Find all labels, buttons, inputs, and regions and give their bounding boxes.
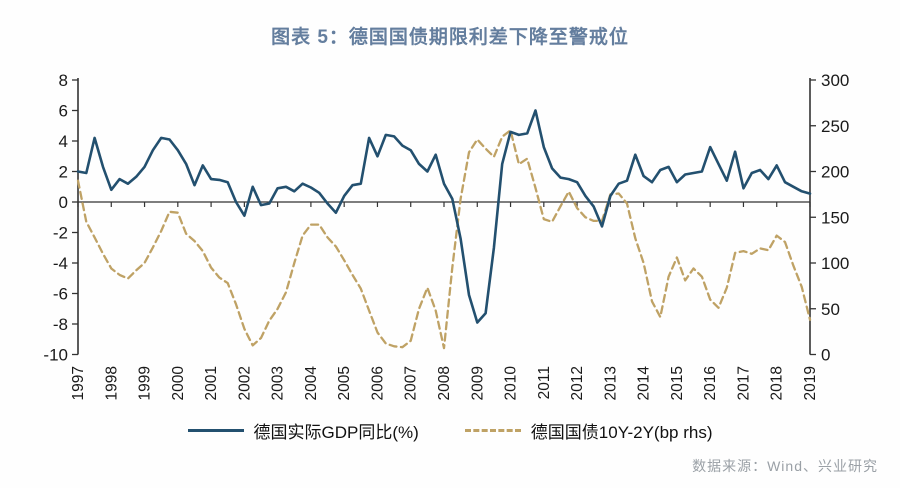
- page-title: 图表 5：德国国债期限利差下降至警戒位: [271, 27, 629, 48]
- svg-text:300: 300: [821, 71, 849, 90]
- svg-text:2019: 2019: [802, 366, 819, 400]
- svg-text:0: 0: [59, 193, 68, 212]
- svg-text:1997: 1997: [70, 366, 87, 400]
- svg-text:2008: 2008: [436, 366, 453, 400]
- svg-text:2012: 2012: [569, 366, 586, 400]
- svg-text:6: 6: [59, 102, 68, 121]
- svg-text:4: 4: [59, 132, 68, 151]
- svg-text:1998: 1998: [103, 366, 120, 400]
- chart-area: 8 6 4 2 0 -2 -4 -6 -8 -10 300 250 200 150 100 50 0 1997 19…: [0, 60, 900, 405]
- spread-series-line: [76, 129, 812, 350]
- svg-text:2014: 2014: [636, 366, 653, 401]
- legend-item-spread: 德国国债10Y-2Y(bp rhs): [464, 418, 713, 443]
- svg-text:0: 0: [821, 346, 830, 365]
- svg-text:2006: 2006: [369, 366, 386, 400]
- svg-text:200: 200: [821, 163, 849, 182]
- data-source-note: 数据来源：Wind、兴业研究: [692, 458, 878, 474]
- legend-label-gdp: 德国实际GDP同比(%): [253, 423, 419, 442]
- svg-text:2016: 2016: [702, 366, 719, 400]
- gdp-series-line: [76, 109, 812, 324]
- svg-text:-10: -10: [43, 346, 68, 365]
- svg-text:2: 2: [59, 163, 68, 182]
- svg-text:2017: 2017: [735, 366, 752, 400]
- svg-text:2002: 2002: [236, 366, 253, 400]
- svg-text:2010: 2010: [503, 366, 520, 401]
- svg-text:2007: 2007: [403, 366, 420, 400]
- legend-item-gdp: 德国实际GDP同比(%): [187, 418, 419, 443]
- svg-text:2005: 2005: [336, 366, 353, 400]
- svg-text:2000: 2000: [170, 366, 187, 401]
- svg-text:100: 100: [821, 254, 849, 273]
- gdp-line-swatch-icon: [187, 429, 244, 432]
- svg-text:8: 8: [59, 71, 68, 90]
- chart-svg: 8 6 4 2 0 -2 -4 -6 -8 -10 300 250 200 150 100 50 0 1997 19…: [43, 71, 849, 401]
- svg-text:2009: 2009: [469, 366, 486, 400]
- svg-text:2018: 2018: [769, 366, 786, 400]
- svg-text:-2: -2: [53, 224, 68, 243]
- svg-text:2015: 2015: [669, 366, 686, 400]
- chart-legend: 德国实际GDP同比(%) 德国国债10Y-2Y(bp rhs): [0, 418, 900, 443]
- legend-label-spread: 德国国债10Y-2Y(bp rhs): [530, 423, 713, 442]
- svg-text:2011: 2011: [536, 366, 553, 399]
- svg-text:-4: -4: [53, 254, 68, 273]
- svg-text:-8: -8: [53, 315, 68, 334]
- svg-text:150: 150: [821, 208, 849, 227]
- svg-text:-6: -6: [53, 285, 68, 304]
- svg-text:2013: 2013: [602, 366, 619, 400]
- svg-text:50: 50: [821, 300, 840, 319]
- spread-line-swatch-icon: [464, 429, 521, 432]
- svg-text:2004: 2004: [303, 366, 320, 401]
- svg-text:1999: 1999: [137, 366, 154, 400]
- svg-text:250: 250: [821, 117, 849, 136]
- svg-text:2001: 2001: [203, 366, 220, 400]
- svg-text:2003: 2003: [270, 366, 287, 400]
